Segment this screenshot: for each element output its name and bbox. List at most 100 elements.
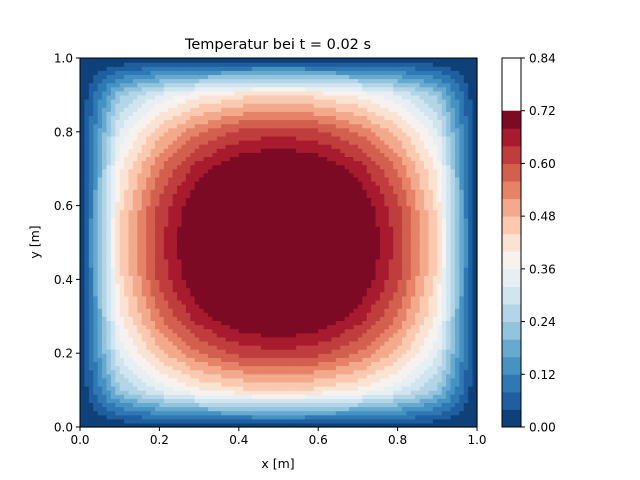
contour-cell: [203, 320, 209, 326]
contour-cell: [406, 361, 412, 367]
contour-cell: [450, 418, 456, 424]
contour-cell: [252, 349, 258, 354]
contour-cell: [318, 271, 324, 276]
contour-cell: [190, 209, 196, 215]
contour-cell: [309, 222, 315, 227]
contour-cell: [331, 271, 337, 276]
contour-cell: [322, 201, 328, 207]
contour-cell: [216, 414, 222, 420]
contour-cell: [313, 316, 319, 321]
contour-cell: [313, 213, 319, 219]
contour-cell: [296, 340, 302, 346]
contour-cell: [278, 230, 284, 235]
contour-cell: [137, 406, 143, 412]
contour-cell: [335, 422, 341, 428]
contour-cell: [97, 283, 103, 289]
contour-cell: [243, 390, 249, 395]
contour-cell: [185, 390, 191, 395]
contour-cell: [463, 418, 469, 424]
contour-cell: [216, 279, 222, 285]
contour-cell: [203, 422, 209, 428]
contour-cell: [472, 414, 478, 420]
contour-cell: [397, 217, 403, 223]
contour-cell: [304, 258, 310, 264]
contour-cell: [428, 316, 434, 321]
contour-cell: [207, 222, 213, 227]
contour-cell: [353, 291, 359, 297]
contour-cell: [190, 283, 196, 289]
contour-cell: [225, 390, 231, 395]
contour-cell: [318, 263, 324, 268]
contour-cell: [331, 254, 337, 260]
contour-cell: [128, 217, 134, 223]
contour-cell: [463, 312, 469, 317]
contour-cell: [432, 328, 438, 334]
contour-cell: [353, 332, 359, 338]
contour-cell: [340, 250, 346, 256]
contour-cell: [296, 271, 302, 276]
contour-cell: [234, 222, 240, 227]
contour-cell: [154, 234, 160, 239]
contour-cell: [402, 390, 408, 395]
contour-cell: [97, 422, 103, 428]
contour-cell: [150, 410, 156, 416]
contour-cell: [459, 373, 465, 379]
contour-cell: [252, 308, 258, 313]
contour-cell: [296, 250, 302, 256]
contour-cell: [260, 267, 266, 272]
contour-cell: [269, 336, 275, 342]
contour-cell: [234, 271, 240, 276]
contour-cell: [229, 320, 235, 326]
contour-cell: [234, 324, 240, 330]
contour-cell: [344, 353, 350, 358]
contour-cell: [282, 418, 288, 424]
contour-cell: [454, 308, 460, 313]
contour-cell: [238, 369, 244, 375]
contour-cell: [313, 267, 319, 272]
contour-cell: [454, 353, 460, 358]
contour-cell: [110, 230, 116, 235]
contour-cell: [340, 394, 346, 399]
contour-cell: [349, 365, 355, 371]
contour-cell: [137, 205, 143, 211]
contour-cell: [115, 402, 121, 408]
contour-cell: [172, 234, 178, 239]
contour-cell: [388, 349, 394, 354]
contour-cell: [185, 357, 191, 362]
contour-cell: [150, 308, 156, 313]
contour-cell: [318, 213, 324, 219]
contour-cell: [93, 201, 99, 207]
contour-cell: [371, 295, 377, 301]
contour-cell: [207, 217, 213, 223]
contour-cell: [388, 209, 394, 215]
contour-cell: [402, 295, 408, 301]
contour-cell: [146, 365, 152, 371]
contour-cell: [366, 361, 372, 367]
contour-cell: [371, 349, 377, 354]
contour-cell: [207, 340, 213, 346]
contour-cell: [234, 398, 240, 403]
contour-cell: [221, 414, 227, 420]
contour-cell: [203, 271, 209, 276]
contour-cell: [291, 299, 297, 305]
contour-cell: [388, 258, 394, 264]
contour-cell: [437, 394, 443, 399]
contour-cell: [424, 336, 430, 342]
contour-cell: [296, 332, 302, 338]
contour-cell: [300, 283, 306, 289]
contour-cell: [185, 373, 191, 379]
contour-cell: [168, 234, 174, 239]
contour-cell: [229, 357, 235, 362]
contour-cell: [150, 336, 156, 342]
contour-cell: [353, 271, 359, 276]
contour-cell: [419, 406, 425, 412]
contour-cell: [406, 369, 412, 375]
contour-cell: [296, 336, 302, 342]
contour-cell: [110, 353, 116, 358]
contour-cell: [331, 373, 337, 379]
contour-cell: [159, 234, 165, 239]
contour-cell: [393, 369, 399, 375]
contour-cell: [238, 340, 244, 346]
contour-cell: [238, 316, 244, 321]
contour-cell: [379, 402, 385, 408]
